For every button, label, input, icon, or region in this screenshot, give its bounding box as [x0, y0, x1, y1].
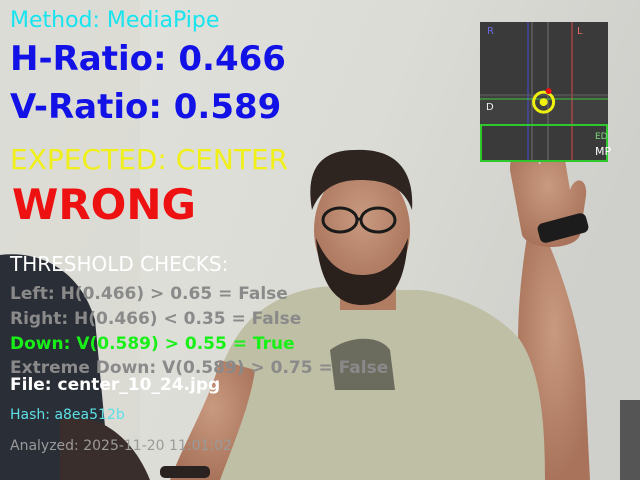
expected-label: EXPECTED: CENTER	[10, 143, 289, 176]
gaze-map-extreme-down-box	[480, 124, 608, 162]
check-right: Right: H(0.466) < 0.35 = False	[10, 309, 302, 329]
beard	[316, 238, 408, 305]
analyzed-timestamp: Analyzed: 2025-11-20 11:01:02	[10, 438, 232, 454]
shirt-print	[330, 338, 395, 390]
hair	[310, 149, 413, 210]
gaze-point-core	[539, 98, 548, 107]
gaze-map-label-left: L	[577, 26, 583, 37]
left-dark-clothing-2	[60, 417, 150, 480]
check-down: Down: V(0.589) > 0.55 = True	[10, 334, 295, 354]
result-label: WRONG	[12, 180, 196, 229]
lower-arm	[170, 360, 255, 480]
file-hash: Hash: a8ea512b	[10, 407, 125, 423]
gaze-map-label-right: R	[487, 26, 494, 37]
gaze-map-label-method: MP	[595, 145, 612, 158]
v-ratio-value: V-Ratio: 0.589	[10, 87, 282, 127]
wristwatch	[537, 213, 589, 243]
h-ratio-value: H-Ratio: 0.466	[10, 39, 286, 79]
gaze-map	[480, 22, 608, 162]
threshold-title: THRESHOLD CHECKS:	[10, 252, 229, 276]
gaze-map-label-extreme-down: ED	[595, 132, 608, 142]
gaze-map-label-down: D	[486, 102, 494, 113]
method-label: Method: MediaPipe	[10, 8, 220, 33]
bracelet	[160, 466, 210, 478]
check-left: Left: H(0.466) > 0.65 = False	[10, 284, 288, 304]
check-extreme-down: Extreme Down: V(0.589) > 0.75 = False	[10, 358, 389, 378]
gaze-point-marker	[545, 88, 552, 95]
right-dark-object	[620, 400, 640, 480]
head	[314, 168, 410, 292]
gaze-point-ring	[532, 90, 556, 114]
file-name: File: center_10_24.jpg	[10, 375, 221, 395]
